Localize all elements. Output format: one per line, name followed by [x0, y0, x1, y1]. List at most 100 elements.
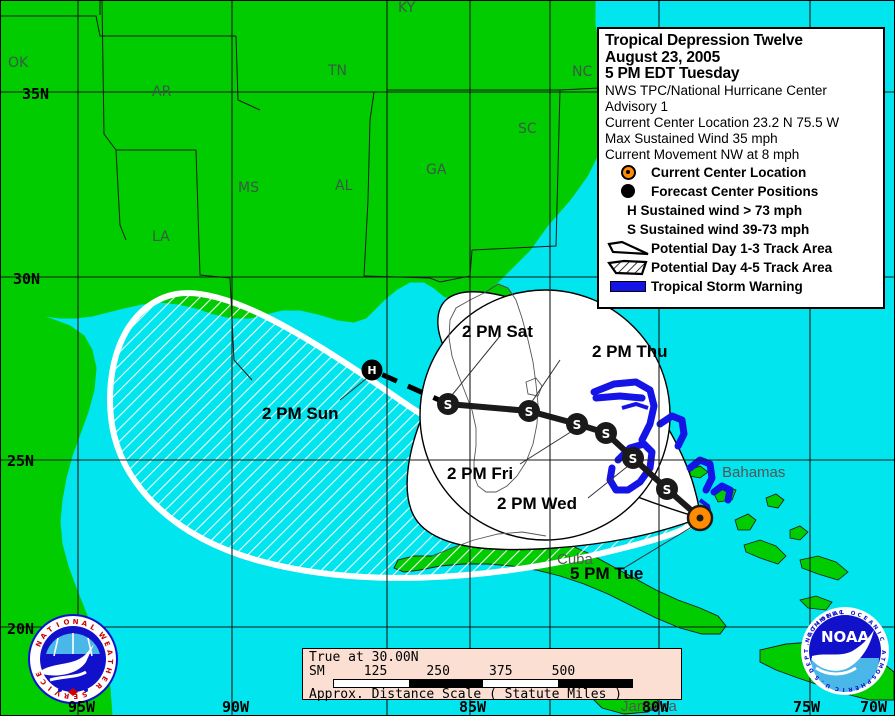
svg-text:W: W [97, 631, 108, 642]
label-leader-lines [339, 335, 701, 569]
svg-text:A: A [39, 631, 49, 641]
warning-bar-icon [605, 280, 651, 292]
legend-label: Potential Day 4-5 Track Area [651, 259, 833, 275]
svg-text:I: I [47, 684, 54, 692]
svg-text:O: O [820, 616, 828, 624]
svg-text:E: E [825, 613, 831, 620]
svg-text:N: N [72, 618, 79, 626]
lat-label-25n: 25N [7, 452, 35, 470]
svg-text:T: T [46, 625, 55, 634]
svg-text:C: C [834, 685, 839, 692]
legend-label: S Sustained wind 39-73 mph [627, 221, 810, 237]
track-marker-S: S [656, 478, 678, 500]
forecast-label-fri: 2 PM Fri [447, 464, 514, 483]
state-label-ar: AR [152, 84, 172, 100]
current-movement: Current Movement NW at 8 mph [605, 146, 800, 162]
florida-outline-in-cone [448, 283, 539, 493]
svg-text:T: T [811, 625, 818, 632]
svg-text:T: T [804, 649, 810, 653]
scale-bar [333, 679, 633, 688]
svg-text:I: I [875, 631, 881, 636]
landmass-north-america [0, 0, 607, 323]
legend-row-current-center: Current Center Location [605, 163, 877, 182]
svg-text:S: S [444, 398, 453, 412]
scale-tick-row: SM 125 250 375 500 [309, 664, 575, 679]
legend-label: Potential Day 1-3 Track Area [651, 240, 833, 256]
svg-text:M: M [814, 621, 822, 629]
svg-text:E: E [806, 661, 813, 667]
legend-row-day13: Potential Day 1-3 Track Area [605, 239, 877, 258]
state-label-nc: NC [572, 64, 593, 80]
cone-day45-icon [605, 259, 651, 276]
lake-okeechobee [525, 377, 543, 397]
svg-text:O: O [63, 618, 70, 627]
svg-text:I: I [843, 686, 845, 692]
scale-caption: Approx. Distance Scale ( Statute Miles ) [309, 687, 623, 702]
state-boundaries [0, 0, 601, 381]
svg-text:E: E [34, 670, 43, 678]
legend-label: Current Center Location [651, 164, 807, 180]
svg-text:P: P [865, 677, 872, 684]
lon-label-80w: 80W [642, 698, 670, 716]
svg-text:E: E [100, 674, 109, 682]
svg-text:S: S [814, 674, 821, 681]
track-marker-S: S [437, 393, 459, 415]
storm-date: August 23, 2005 [605, 48, 721, 66]
svg-text:T: T [879, 656, 886, 661]
state-label-ms: MS [238, 180, 259, 196]
scale-tick: 250 [426, 664, 450, 679]
track-marker-S: S [595, 422, 617, 444]
forecast-label-tue: 5 PM Tue [570, 564, 644, 583]
svg-text:E: E [73, 692, 79, 700]
track-marker-S: S [566, 413, 588, 435]
svg-text:H: H [367, 364, 376, 377]
storm-info-panel: Tropical Depression Twelve August 23, 20… [597, 27, 885, 309]
svg-text:E: E [102, 640, 111, 648]
legend-row-forecast-center: Forecast Center Positions [605, 182, 877, 201]
svg-text:I: I [55, 621, 61, 629]
track-marker-S: S [622, 447, 644, 469]
svg-text:.: . [804, 643, 810, 646]
state-label-al: AL [335, 178, 353, 194]
lon-label-70w: 70W [860, 698, 888, 716]
cone-day13-icon [605, 240, 651, 257]
legend-label: Forecast Center Positions [651, 183, 819, 199]
current-center-dot-icon [605, 164, 651, 180]
state-label-sc: SC [518, 121, 537, 137]
max-sustained-wind: Max Sustained Wind 35 mph [605, 130, 778, 146]
svg-text:A: A [833, 611, 839, 618]
scale-tick: 375 [489, 664, 513, 679]
svg-text:S: S [81, 690, 88, 699]
svg-text:A: A [867, 619, 875, 627]
svg-text:O: O [873, 668, 881, 675]
track-marker-S: S [518, 400, 540, 422]
lat-label-20n: 20N [7, 620, 35, 638]
scale-tick: 125 [363, 664, 388, 679]
state-label-ok: OK [8, 55, 29, 71]
svg-text:C: C [39, 677, 48, 686]
svg-text:N: N [871, 624, 879, 632]
svg-text:T: T [106, 659, 114, 665]
svg-text:L: L [89, 623, 97, 632]
forecast-center-dot-icon [605, 184, 651, 198]
svg-text:L: L [840, 610, 844, 616]
legend-label: H Sustained wind > 73 mph [627, 202, 803, 218]
svg-text:V: V [53, 688, 62, 698]
forecast-label-wed: 2 PM Wed [497, 494, 577, 513]
geo-label-bahamas: Bahamas [722, 464, 786, 481]
svg-text:O: O [810, 626, 818, 634]
svg-text:N: N [34, 640, 44, 649]
legend-row-warning: Tropical Storm Warning [605, 277, 877, 296]
svg-text:S: S [602, 427, 611, 441]
lon-label-90w: 90W [222, 698, 250, 716]
svg-text:C: C [839, 610, 844, 616]
track-marker-H: H [361, 359, 383, 381]
legend-row-storm-wind: S Sustained wind 39-73 mph [605, 220, 877, 239]
legend-label: Tropical Storm Warning [651, 278, 803, 294]
tropical-storm-warning-areas [590, 378, 734, 504]
svg-text:A: A [807, 630, 815, 637]
svg-text:C: C [807, 632, 814, 638]
scale-true-at: True at 30.00N [309, 650, 419, 665]
svg-text:E: E [862, 615, 869, 622]
lat-label-35n: 35N [22, 85, 50, 103]
